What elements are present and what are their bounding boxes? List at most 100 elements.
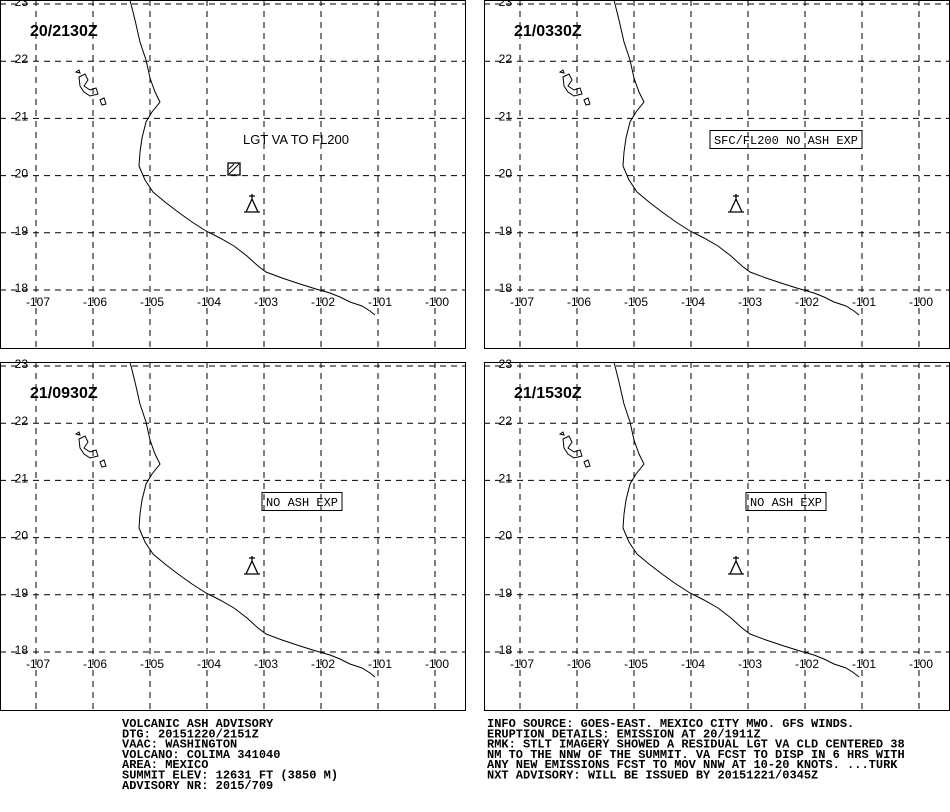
- advisory-line: AREA: MEXICO: [122, 758, 208, 772]
- volcano-symbol: [728, 556, 744, 575]
- note-box: [709, 130, 863, 149]
- x-tick-label: -104: [197, 295, 221, 309]
- x-tick-label: -103: [738, 657, 762, 671]
- x-tick-label: -107: [510, 657, 534, 671]
- advisory-line: DTG: 20151220/2151Z: [122, 727, 259, 741]
- map-panel: -107 -106 -105 -104 -103 -102 -101 -100 18 19 20 21…: [0, 357, 466, 711]
- y-tick-label: 21: [15, 471, 29, 485]
- advisory-line: INFO SOURCE: GOES-EAST. MEXICO CITY MWO.…: [487, 717, 854, 731]
- coastline: [129, 0, 376, 316]
- advisory-line: VAAC: WASHINGTON: [122, 738, 237, 752]
- volcano-symbol: [244, 194, 260, 213]
- y-tick-label: 22: [499, 414, 513, 428]
- note-box: [261, 492, 343, 511]
- y-tick-label: 20: [499, 167, 513, 181]
- x-tick-label: -100: [425, 295, 449, 309]
- advisory-line: RMK: STLT IMAGERY SHOWED A RESIDUAL LGT …: [487, 738, 905, 752]
- x-tick-label: -106: [567, 295, 591, 309]
- x-tick-label: -105: [140, 295, 164, 309]
- y-tick-label: 18: [499, 643, 513, 657]
- x-tick-label: -101: [852, 295, 876, 309]
- y-tick-label: 19: [15, 224, 29, 238]
- y-tick-label: 19: [499, 224, 513, 238]
- island: [558, 69, 591, 106]
- y-tick-label: 21: [499, 471, 513, 485]
- y-tick-label: 18: [499, 281, 513, 295]
- ash-note: NO ASH EXP: [266, 496, 338, 510]
- coastline: [613, 361, 860, 678]
- valid-time: 20/2130Z: [30, 23, 98, 40]
- island: [74, 431, 107, 468]
- island: [558, 431, 591, 468]
- y-tick-label: 23: [15, 357, 29, 371]
- x-tick-label: -104: [681, 657, 705, 671]
- y-tick-label: 19: [499, 586, 513, 600]
- valid-time: 21/0930Z: [30, 385, 98, 402]
- x-tick-label: -104: [681, 295, 705, 309]
- y-tick-label: 23: [15, 0, 29, 9]
- y-tick-label: 18: [15, 281, 29, 295]
- advisory-line: ERUPTION DETAILS: EMISSION AT 20/1911Z: [487, 727, 761, 741]
- y-tick-label: 23: [499, 357, 513, 371]
- x-tick-label: -101: [852, 657, 876, 671]
- x-tick-label: -105: [624, 657, 648, 671]
- x-tick-label: -107: [510, 295, 534, 309]
- island: [74, 69, 107, 106]
- volcano-symbol: [244, 556, 260, 575]
- advisory-line: SUMMIT ELEV: 12631 FT (3850 M): [122, 769, 338, 783]
- advisory-line: VOLCANIC ASH ADVISORY: [122, 717, 274, 731]
- ash-hatch: [228, 163, 240, 175]
- x-tick-label: -103: [254, 295, 278, 309]
- x-tick-label: -103: [254, 657, 278, 671]
- x-tick-label: -102: [795, 657, 819, 671]
- x-tick-label: -103: [738, 295, 762, 309]
- volcano-symbol: [728, 194, 744, 213]
- x-tick-label: -100: [909, 657, 933, 671]
- y-tick-label: 19: [15, 586, 29, 600]
- x-tick-label: -107: [26, 295, 50, 309]
- x-tick-label: -106: [83, 657, 107, 671]
- x-tick-label: -105: [624, 295, 648, 309]
- coastline: [129, 361, 376, 678]
- y-tick-label: 21: [499, 109, 513, 123]
- y-tick-label: 18: [15, 643, 29, 657]
- ash-note: NO ASH EXP: [750, 496, 822, 510]
- advisory-line: NXT ADVISORY: WILL BE ISSUED BY 20151221…: [487, 769, 818, 783]
- x-tick-label: -106: [83, 295, 107, 309]
- panel-frame: [484, 362, 950, 711]
- ash-note: SFC/FL200 NO ASH EXP: [714, 134, 858, 148]
- map-panel: -107 -106 -105 -104 -103 -102 -101 -100 18 19 20 21…: [484, 357, 950, 711]
- y-tick-label: 22: [15, 414, 29, 428]
- map-panel: -107 -106 -105 -104 -103 -102 -101 -100 18 19 20 21…: [484, 0, 950, 349]
- x-tick-label: -102: [795, 295, 819, 309]
- x-tick-label: -100: [909, 295, 933, 309]
- valid-time: 21/0330Z: [514, 23, 582, 40]
- advisory-line: ADVISORY NR: 2015/709: [122, 779, 273, 793]
- y-tick-label: 22: [499, 52, 513, 66]
- ash-area: [227, 162, 241, 176]
- valid-time: 21/1530Z: [514, 385, 582, 402]
- y-tick-label: 21: [15, 109, 29, 123]
- x-tick-label: -106: [567, 657, 591, 671]
- x-tick-label: -107: [26, 657, 50, 671]
- advisory-line: NM TO THE NNW OF THE SUMMIT. VA FCST TO …: [487, 748, 905, 762]
- ash-hatch: [228, 163, 235, 170]
- panel-frame: [484, 0, 950, 349]
- x-tick-label: -102: [311, 295, 335, 309]
- x-tick-label: -105: [140, 657, 164, 671]
- x-tick-label: -104: [197, 657, 221, 671]
- y-tick-label: 20: [15, 167, 29, 181]
- coastline: [613, 0, 860, 316]
- map-panel: -107 -106 -105 -104 -103 -102 -101 -100 18 19 20 21…: [0, 0, 466, 349]
- y-tick-label: 20: [15, 529, 29, 543]
- y-tick-label: 22: [15, 52, 29, 66]
- note-box: [745, 492, 827, 511]
- advisory-line: VOLCANO: COLIMA 341040: [122, 748, 280, 762]
- x-tick-label: -100: [425, 657, 449, 671]
- y-tick-label: 20: [499, 529, 513, 543]
- x-tick-label: -101: [368, 657, 392, 671]
- x-tick-label: -101: [368, 295, 392, 309]
- x-tick-label: -102: [311, 657, 335, 671]
- y-tick-label: 23: [499, 0, 513, 9]
